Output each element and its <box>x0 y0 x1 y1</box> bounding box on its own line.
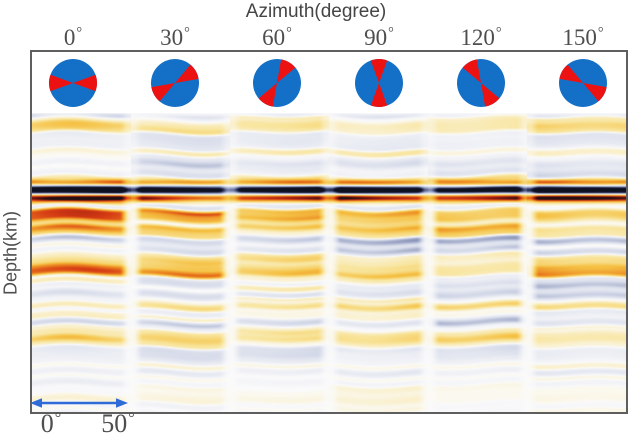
degree-symbol: ° <box>388 25 394 42</box>
seismic-section-image <box>32 113 626 412</box>
degree-symbol: ° <box>495 25 502 42</box>
beachball-30 <box>151 59 199 107</box>
degree-symbol: ° <box>76 25 83 42</box>
degree-symbol: ° <box>128 410 135 428</box>
beachball-120 <box>457 59 505 107</box>
azimuth-tick-0: 0° <box>63 25 83 50</box>
degree-symbol: ° <box>54 410 62 428</box>
degree-symbol: ° <box>184 25 190 42</box>
azimuth-tick-90: 90° <box>364 25 394 50</box>
scale-end-label: 50° <box>101 409 135 436</box>
scale-start-label: 0° <box>40 409 62 436</box>
beachball-60 <box>253 59 301 107</box>
azimuth-tick-150: 150° <box>562 25 604 50</box>
depth-axis-label: Depth(km) <box>0 210 21 296</box>
azimuth-axis-title: Azimuth(degree) <box>245 1 387 22</box>
azimuth-scale-arrow-icon <box>30 398 128 408</box>
degree-symbol: ° <box>597 25 604 42</box>
beachball-0 <box>49 59 97 107</box>
beachball-150 <box>559 59 607 107</box>
degree-symbol: ° <box>286 25 292 42</box>
azimuth-tick-30: 30° <box>160 25 190 50</box>
azimuth-tick-60: 60° <box>262 25 292 50</box>
beachball-90 <box>355 59 403 107</box>
azimuth-tick-120: 120° <box>460 25 502 50</box>
